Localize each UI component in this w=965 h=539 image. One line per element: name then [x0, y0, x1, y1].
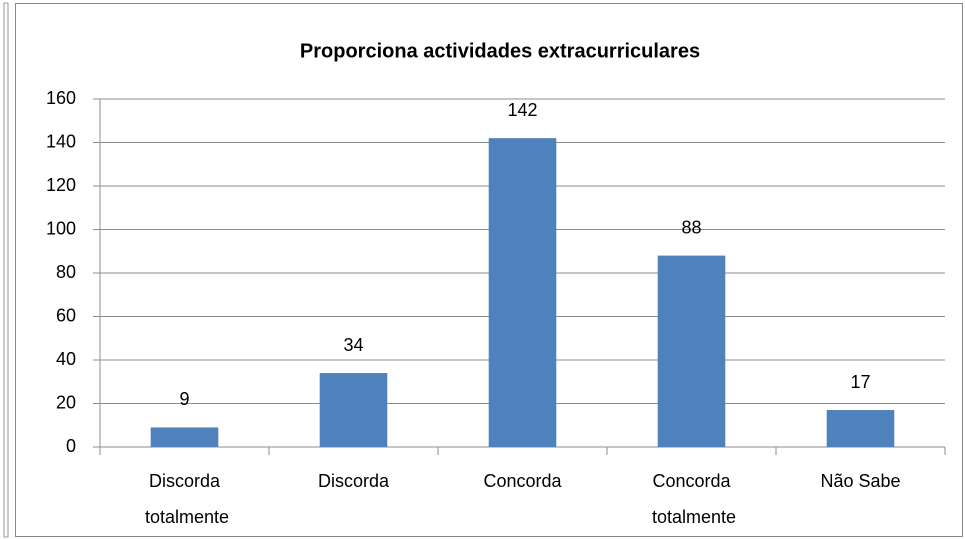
bar — [319, 373, 388, 447]
bar — [657, 255, 726, 447]
side-frame — [3, 2, 9, 538]
data-label: 142 — [507, 100, 537, 120]
x-tick-label: Discorda totalmente — [140, 471, 229, 527]
y-tick-label: 140 — [46, 131, 76, 151]
y-tick-label: 120 — [46, 175, 76, 195]
y-tick-label: 100 — [46, 218, 76, 238]
x-tick-label: Discorda — [318, 471, 390, 491]
data-label: 34 — [343, 335, 363, 355]
y-tick-label: 60 — [56, 305, 76, 325]
bar — [150, 427, 219, 447]
bar — [488, 138, 557, 447]
x-tick-label: Concorda totalmente — [647, 471, 736, 527]
data-label: 88 — [681, 217, 701, 237]
bar — [826, 410, 895, 447]
y-tick-label: 160 — [46, 88, 76, 108]
x-tick-label: Não Sabe — [820, 471, 900, 491]
data-label: 9 — [179, 389, 189, 409]
y-tick-label: 80 — [56, 262, 76, 282]
y-tick-label: 20 — [56, 392, 76, 412]
x-tick-label: Concorda — [483, 471, 562, 491]
data-label: 17 — [850, 372, 870, 392]
y-tick-label: 40 — [56, 349, 76, 369]
y-tick-label: 0 — [66, 436, 76, 456]
chart-title: Proporciona actividades extracurriculare… — [300, 40, 700, 62]
